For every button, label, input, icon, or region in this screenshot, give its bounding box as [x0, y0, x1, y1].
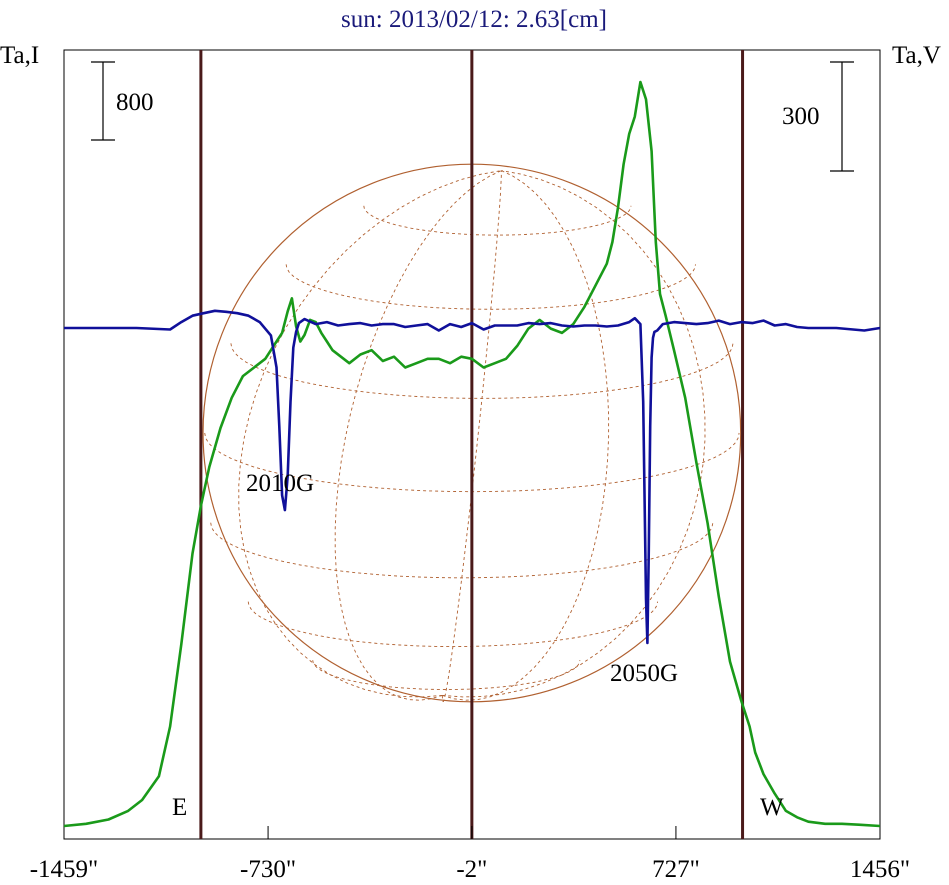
disk-parallel	[363, 205, 632, 236]
series-polarization-line	[64, 309, 881, 645]
x-tick-label: -2"	[456, 856, 487, 883]
disk-parallel	[230, 343, 734, 399]
left-axis-label: Ta,I	[0, 42, 39, 69]
right-scale-bar	[830, 61, 854, 172]
disk-meridian	[238, 170, 502, 698]
disk-parallel	[210, 522, 714, 579]
right-axis-label: Ta,V	[892, 42, 941, 69]
annotation-2010g: 2010G	[246, 470, 314, 497]
left-scale-bar	[91, 61, 115, 141]
x-tick-label: 1456"	[850, 856, 910, 883]
disk-parallel	[285, 264, 696, 310]
annotation-2050g: 2050G	[610, 660, 678, 687]
right-scale-bar-label: 300	[782, 103, 820, 130]
left-scale-bar-label: 800	[116, 89, 154, 116]
disk-meridian	[334, 170, 502, 701]
series-intensity-line	[63, 80, 881, 828]
x-tick-label: -1459"	[30, 856, 99, 883]
disk-parallel	[312, 660, 581, 690]
disk-meridian	[442, 170, 610, 701]
x-tick-label: -730"	[240, 856, 296, 883]
west-limb-label: W	[760, 794, 784, 821]
x-axis-ticks: -1459" -730" -2" 727" 1456"	[30, 826, 910, 883]
x-tick-label: 727"	[652, 856, 700, 883]
east-limb-label: E	[172, 794, 187, 821]
limb-lines	[199, 50, 745, 839]
chart-title: sun: 2013/02/12: 2.63[cm]	[341, 6, 607, 33]
disk-parallel	[247, 601, 659, 648]
